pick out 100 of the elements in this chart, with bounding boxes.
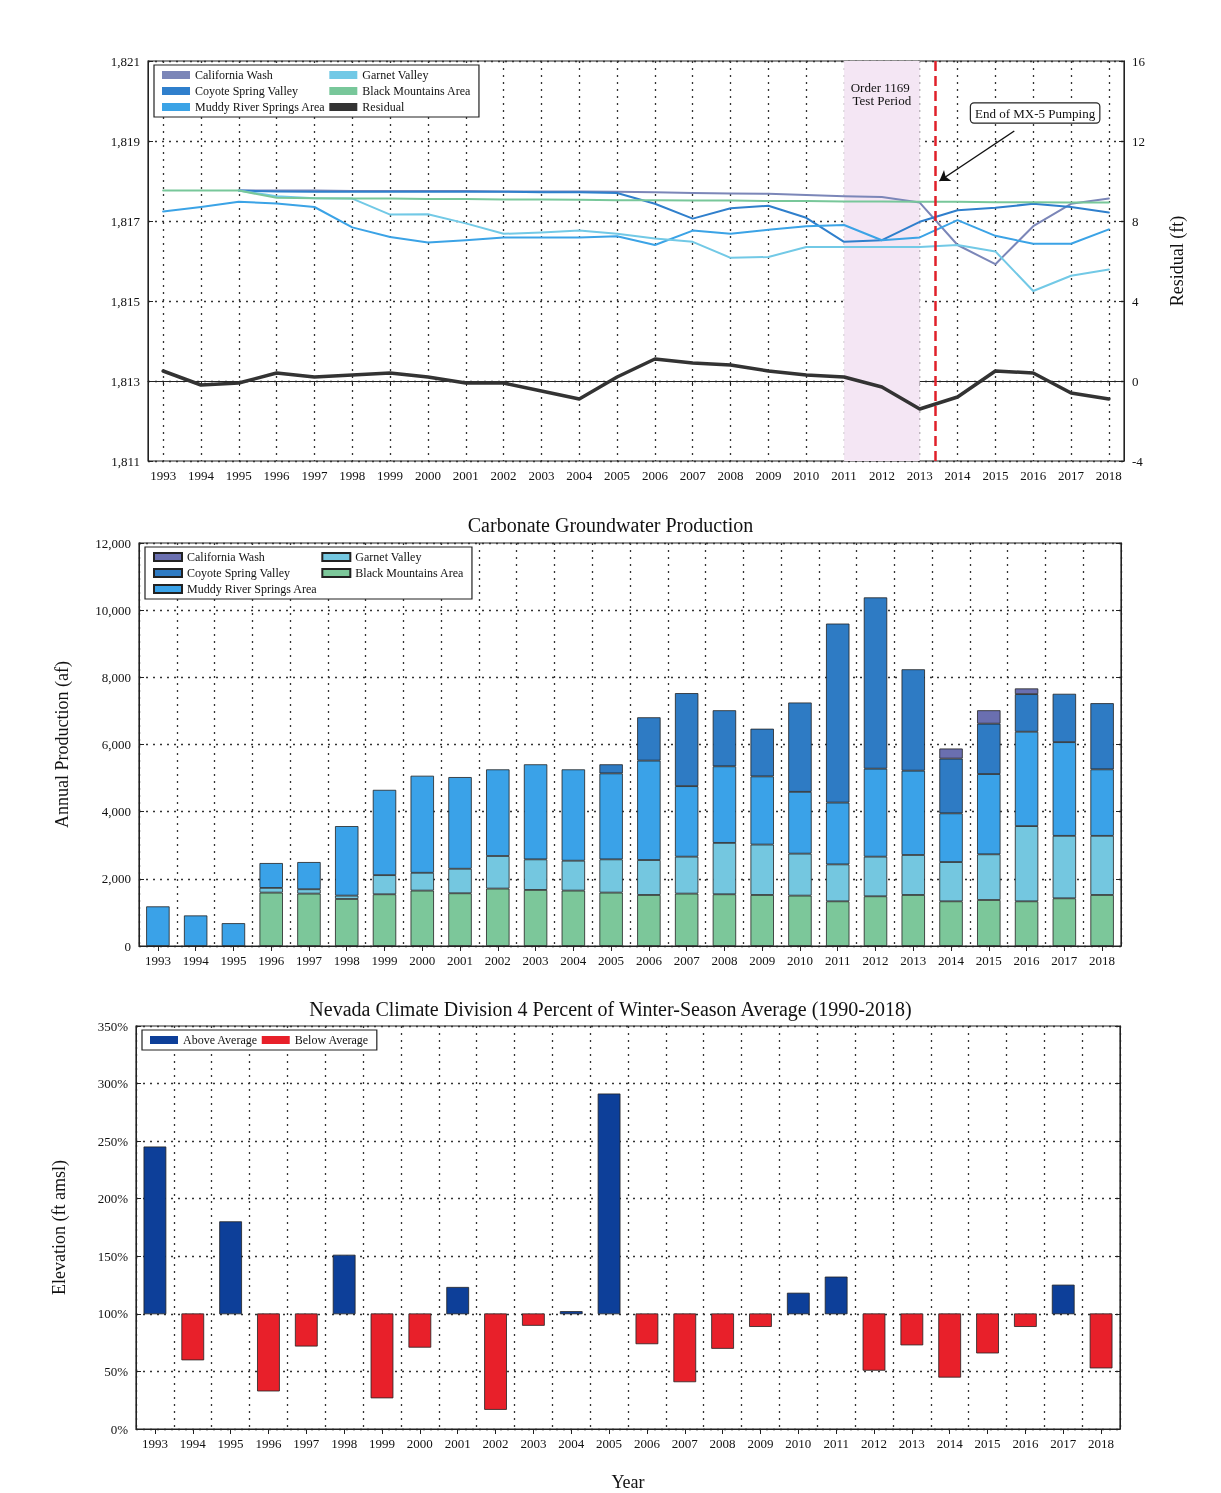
x-tick-label: 2016 (1013, 953, 1041, 968)
y-tick-label: 0 (124, 938, 131, 954)
y-axis-title: Annual Production (af) (52, 661, 73, 828)
y-tick-label: 250% (97, 1133, 129, 1149)
x-tick-label: 2010 (785, 1436, 812, 1451)
x-tick-label: 2018 (1088, 1436, 1115, 1451)
x-tick-label: 1994 (179, 1436, 207, 1451)
bar (635, 1313, 659, 1345)
y2-tick-label: 12 (1132, 133, 1145, 149)
bar (786, 1292, 810, 1315)
x-tick-label: 2007 (673, 953, 701, 968)
bar (976, 1313, 999, 1354)
x-tick-label: 1995 (225, 468, 252, 483)
y-tick-label: 10,000 (95, 602, 131, 618)
x-tick-label: 2009 (749, 953, 776, 968)
bar (900, 1313, 924, 1346)
legend-label: Garnet Valley (362, 68, 429, 82)
x-tick-label: 2004 (558, 1436, 585, 1451)
x-tick-label: 2001 (452, 468, 479, 483)
x-tick-label: 2007 (671, 1436, 699, 1451)
y2-tick-label: -4 (1132, 453, 1144, 469)
x-tick-label: 2009 (755, 468, 782, 483)
x-tick-label: 1996 (263, 468, 291, 483)
x-tick-label: 2000 (414, 468, 441, 483)
x-tick-label: 2006 (641, 468, 669, 483)
x-tick-label: 2011 (823, 1436, 849, 1451)
bar (597, 1093, 621, 1315)
bar (1014, 1313, 1037, 1327)
x-tick-label: 2007 (679, 468, 707, 483)
y-tick-label: 0% (110, 1421, 129, 1437)
x-tick-label: 2000 (409, 953, 436, 968)
x-tick-label: 1997 (295, 953, 323, 968)
x-tick-label: 2002 (490, 468, 517, 483)
x-tick-label: 2002 (482, 1436, 509, 1451)
legend-label: Black Mountains Area (362, 84, 471, 98)
bar (181, 1313, 205, 1361)
bar (559, 1311, 583, 1315)
bar (219, 1221, 242, 1315)
x-tick-label: 2016 (1020, 468, 1047, 483)
x-axis-title: Year (611, 1472, 645, 1492)
legend-label: California Wash (195, 68, 273, 82)
y-tick-label: 2,000 (101, 871, 131, 887)
x-tick-label: 2012 (862, 953, 889, 968)
bar (1051, 1284, 1075, 1315)
x-tick-label: 2003 (520, 1436, 547, 1451)
bar (335, 826, 359, 896)
x-tick-label: 2003 (528, 468, 555, 483)
x-tick-label: 1997 (293, 1436, 320, 1451)
x-tick-label: 1995 (220, 953, 247, 968)
chart-title: Carbonate Groundwater Production (467, 514, 754, 536)
x-tick-label: 2006 (635, 953, 663, 968)
x-tick-label: 1996 (258, 953, 285, 968)
x-tick-label: 1996 (255, 1436, 282, 1451)
x-tick-label: 2008 (717, 468, 744, 483)
x-tick-label: 2015 (975, 953, 1002, 968)
y-tick-label: 4,000 (101, 804, 131, 820)
bar (484, 1313, 507, 1410)
x-tick-label: 2013 (900, 953, 927, 968)
y-tick-label: 1,819 (110, 133, 140, 149)
x-tick-label: 2018 (1095, 468, 1122, 483)
x-tick-label: 1993 (141, 1436, 168, 1451)
y2-axis-title: Residual (ft) (1167, 215, 1188, 307)
x-tick-label: 2005 (598, 953, 625, 968)
x-tick-label: 2017 (1058, 468, 1085, 483)
x-tick-label: 2001 (444, 1436, 471, 1451)
bar (332, 1254, 356, 1315)
y-tick-label: 200% (97, 1191, 129, 1207)
x-tick-label: 1994 (187, 468, 215, 483)
band-label: Order 1169 Test Period (850, 80, 914, 108)
y-tick-label: 300% (97, 1076, 129, 1092)
x-tick-label: 2015 (974, 1436, 1001, 1451)
x-tick-label: 1994 (182, 953, 210, 968)
bar (522, 1313, 545, 1326)
y-tick-label: 8,000 (101, 669, 131, 685)
y2-tick-label: 0 (1132, 373, 1139, 389)
line-series (162, 200, 1110, 246)
y-tick-label: 150% (97, 1248, 129, 1264)
legend-label: Garnet Valley (355, 550, 422, 564)
y-tick-label: 1,811 (111, 453, 140, 469)
x-tick-label: 2015 (982, 468, 1009, 483)
legend-label: Residual (362, 100, 405, 114)
ref-line-label: End of MX-5 Pumping (974, 105, 1096, 121)
legend-label: Coyote Spring Valley (187, 566, 291, 580)
y-tick-label: 1,821 (110, 53, 140, 69)
bar (446, 1286, 470, 1315)
y-tick-label: 50% (104, 1363, 129, 1379)
chart-title: Nevada Climate Division 4 Percent of Winter-Season Average (1990-2018) (309, 998, 912, 1021)
legend-label: Muddy River Springs Area (195, 100, 326, 114)
x-tick-label: 2009 (747, 1436, 774, 1451)
line-series (162, 189, 1110, 204)
legend-label: Coyote Spring Valley (195, 84, 299, 98)
x-tick-label: 2014 (938, 953, 965, 968)
y2-tick-label: 8 (1132, 213, 1139, 229)
x-tick-label: 2011 (831, 468, 857, 483)
x-tick-label: 2008 (709, 1436, 736, 1451)
x-tick-label: 2016 (1012, 1436, 1039, 1451)
y-tick-label: 1,815 (110, 293, 140, 309)
x-tick-label: 1998 (331, 1436, 358, 1451)
x-tick-label: 2002 (484, 953, 511, 968)
x-tick-label: 2012 (868, 468, 895, 483)
